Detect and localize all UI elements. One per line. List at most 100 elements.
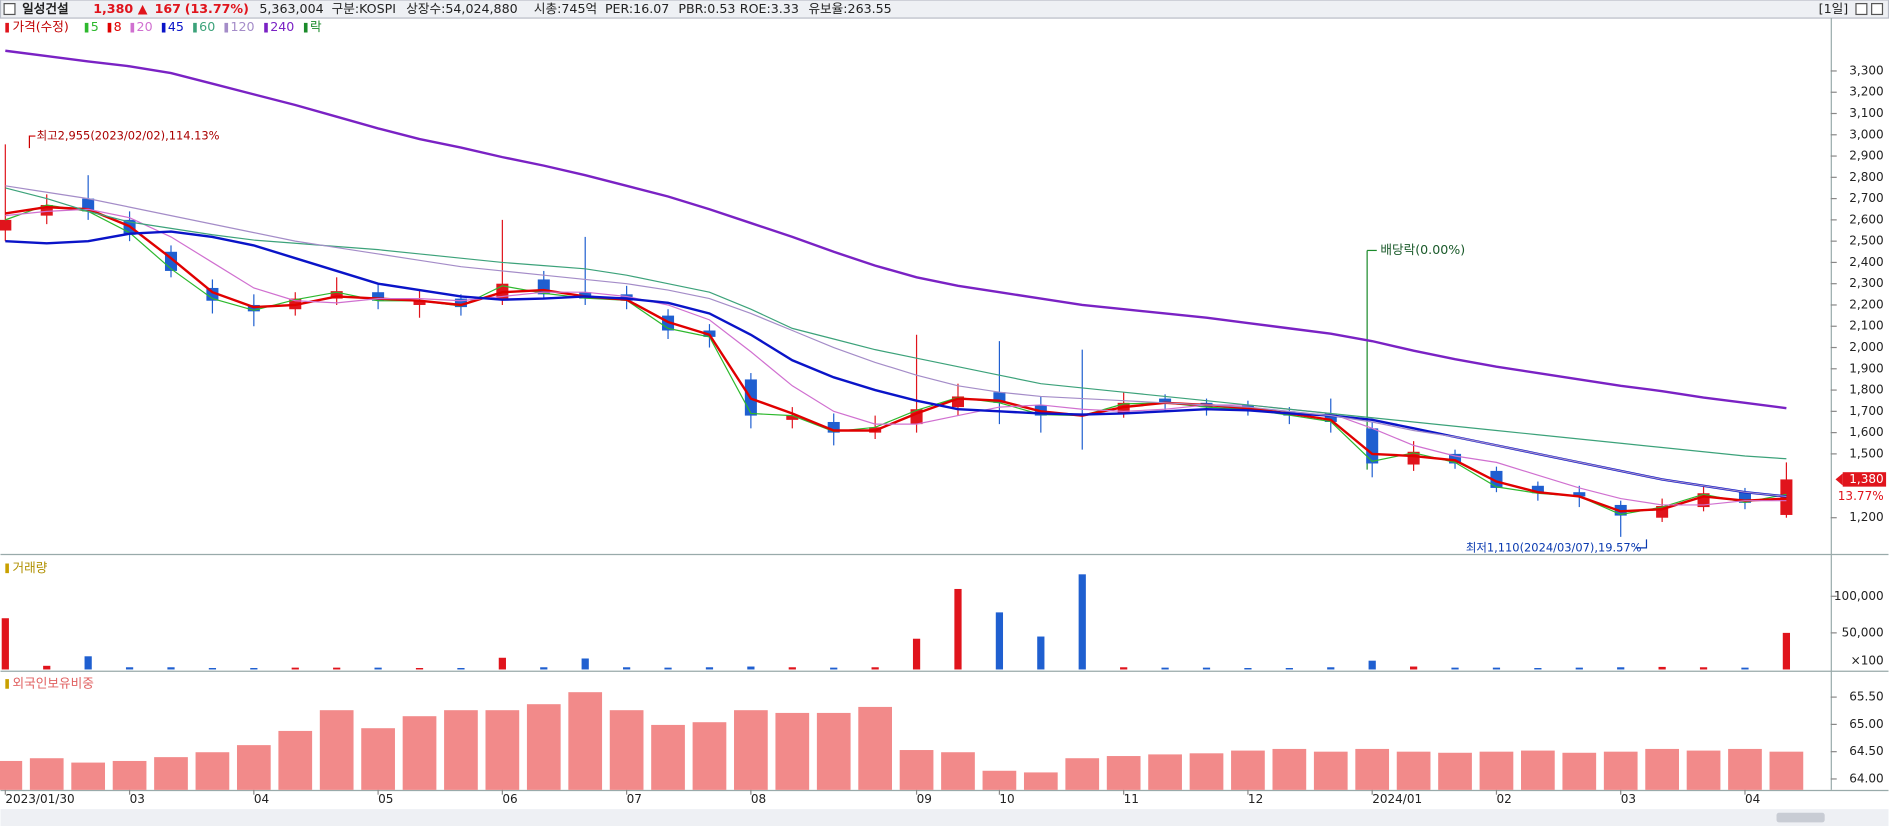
bar [871, 667, 879, 670]
bar [1686, 750, 1721, 790]
x-tick-label: 08 [751, 792, 766, 806]
bar [1313, 751, 1348, 790]
bar [1479, 751, 1514, 790]
bar [1368, 660, 1376, 670]
bar [112, 760, 147, 790]
candle-body [1159, 398, 1172, 403]
listed: 상장수:54,024,880 [406, 1, 517, 16]
y-tick-label: 2,500 [1849, 234, 1883, 248]
candle-body [330, 291, 343, 299]
bar [1161, 667, 1169, 670]
x-tick-label: 03 [130, 792, 145, 806]
y-tick-label: 2,100 [1849, 319, 1883, 333]
candle-body [40, 204, 53, 216]
close-button[interactable] [1871, 3, 1884, 16]
y-tick-label: 1,600 [1849, 425, 1883, 439]
bar [415, 668, 424, 670]
bar [1658, 666, 1666, 670]
checkbox[interactable] [3, 3, 16, 16]
y-tick-label: 50,000 [1842, 625, 1884, 639]
bar [1285, 668, 1293, 670]
bar [1409, 666, 1418, 670]
candle-body [1780, 479, 1793, 515]
bar [941, 752, 975, 790]
volume: 5,363,004 [259, 1, 323, 16]
bar [1645, 748, 1679, 790]
y-tick-label: 100,000 [1834, 589, 1884, 603]
scroll-thumb[interactable] [1776, 812, 1825, 823]
plot-layer: 1,200 1,500 1,600 1,700 1,800 1,900 2,000 2,100… [0, 19, 1887, 806]
bar [154, 757, 188, 790]
legend-swatch [107, 22, 112, 33]
minimize-button[interactable] [1855, 3, 1868, 16]
bar [609, 710, 644, 790]
legend-entry: 락 [310, 19, 322, 34]
candle-body [372, 292, 385, 301]
y-tick-label: 64.00 [1849, 771, 1883, 785]
bar [1106, 756, 1141, 790]
legend-entry: 20 [137, 19, 153, 34]
legend-swatch [5, 679, 9, 689]
legend-swatch [303, 22, 308, 33]
bar [125, 667, 134, 670]
bar [319, 710, 354, 790]
scrollbar[interactable] [0, 809, 1889, 826]
candle-body [413, 300, 426, 305]
bar [526, 704, 561, 790]
bar [775, 712, 810, 790]
candle-body [1490, 470, 1503, 488]
bar [291, 667, 299, 670]
x-tick-label: 05 [378, 792, 393, 806]
bar [1, 618, 9, 670]
bar [402, 716, 437, 790]
x-tick-label: 02 [1496, 792, 1511, 806]
bar [84, 656, 92, 670]
bar [1575, 667, 1583, 670]
roe: ROE:3.33 [740, 1, 799, 16]
bar [568, 692, 603, 790]
panel-title: 외국인보유비중 [13, 675, 94, 690]
y-tick-label: 1,500 [1849, 446, 1883, 460]
moving-average [5, 204, 1787, 516]
y-tick-label: 2,300 [1849, 276, 1883, 290]
bar [1396, 751, 1431, 790]
high-label: 최고2,955(2023/02/02),114.13% [37, 129, 220, 143]
pbr: PBR:0.53 [678, 1, 735, 16]
moving-average [5, 205, 1787, 513]
bar [1272, 748, 1307, 790]
bar [333, 667, 341, 670]
x-tick-label: 03 [1621, 792, 1636, 806]
bar [1438, 752, 1472, 790]
legend-swatch [264, 22, 268, 33]
candle-body [951, 396, 965, 408]
y-tick-label: 2,800 [1849, 170, 1883, 184]
bar [1023, 772, 1058, 790]
bar [651, 724, 685, 790]
moving-average [5, 208, 1787, 506]
bar [1603, 751, 1638, 790]
unit-label: ×100 [1851, 654, 1884, 668]
legend-swatch [84, 22, 89, 33]
bar [705, 667, 714, 670]
low-label: 최저1,110(2024/03/07),19.57% [1466, 540, 1642, 554]
legend-entry: 45 [168, 19, 184, 34]
candle-body [1366, 428, 1379, 464]
period[interactable]: [1일] [1819, 1, 1849, 16]
legend-swatch [193, 22, 197, 33]
bar [954, 588, 962, 670]
candle-body [0, 219, 12, 231]
y-tick-label: 3,100 [1849, 106, 1883, 120]
x-tick-label: 12 [1248, 792, 1263, 806]
last-price-pointer [1835, 473, 1843, 486]
bar [1451, 667, 1459, 670]
x-tick-label: 06 [502, 792, 517, 806]
x-tick-label: 2024/01 [1372, 792, 1422, 806]
moving-average [5, 49, 1787, 410]
moving-average [5, 187, 1787, 460]
x-tick-label: 04 [254, 792, 269, 806]
bar [444, 710, 478, 790]
y-tick-label: 2,400 [1849, 255, 1883, 269]
